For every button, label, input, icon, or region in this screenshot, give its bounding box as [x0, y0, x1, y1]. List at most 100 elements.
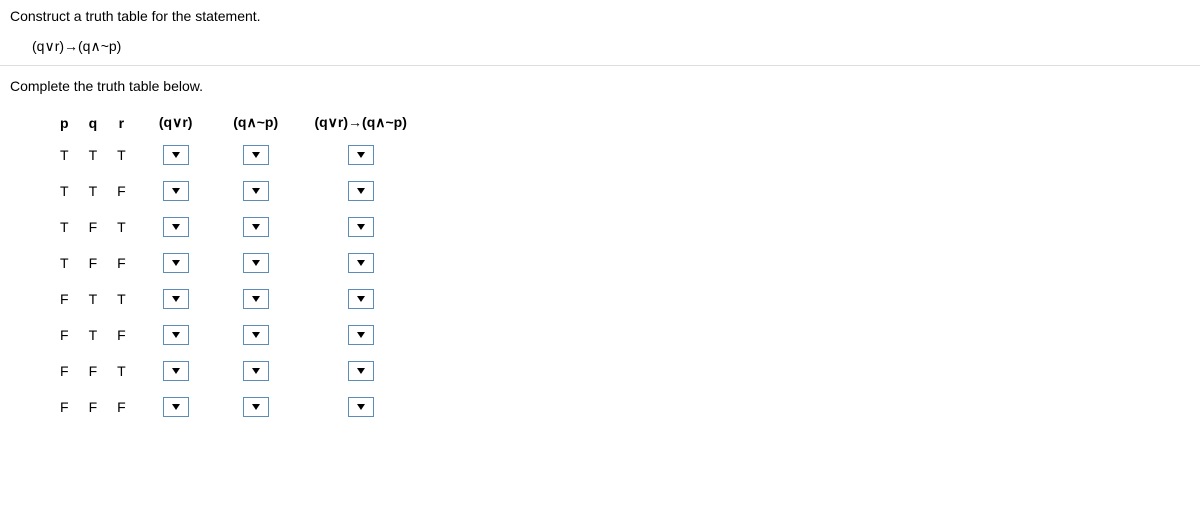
header-q: q: [79, 108, 108, 137]
cell-qnp: [216, 389, 296, 425]
dropdown-impl[interactable]: [348, 181, 374, 201]
chevron-down-icon: [252, 188, 260, 194]
dropdown-impl[interactable]: [348, 397, 374, 417]
table-row: FFF: [50, 389, 426, 425]
sub-instruction-text: Complete the truth table below.: [0, 70, 1200, 102]
dropdown-qvr[interactable]: [163, 217, 189, 237]
table-row: TFF: [50, 245, 426, 281]
header-qvr: (q∨r): [136, 108, 216, 137]
header-row: p q r (q∨r) (q∧~p) (q∨r)→(q∧~p): [50, 108, 426, 137]
chevron-down-icon: [172, 188, 180, 194]
cell-qnp: [216, 173, 296, 209]
cell-impl: [296, 353, 426, 389]
cell-impl: [296, 173, 426, 209]
cell-impl: [296, 317, 426, 353]
cell-r: T: [107, 137, 136, 173]
cell-impl: [296, 245, 426, 281]
table-row: FFT: [50, 353, 426, 389]
chevron-down-icon: [357, 224, 365, 230]
formula-statement: (q∨r)→(q∧~p): [0, 32, 1200, 61]
chevron-down-icon: [357, 332, 365, 338]
dropdown-qvr[interactable]: [163, 253, 189, 273]
cell-q: T: [79, 137, 108, 173]
cell-q: T: [79, 281, 108, 317]
cell-p: F: [50, 389, 79, 425]
chevron-down-icon: [172, 260, 180, 266]
cell-qnp: [216, 209, 296, 245]
cell-q: F: [79, 353, 108, 389]
dropdown-qvr[interactable]: [163, 181, 189, 201]
cell-impl: [296, 389, 426, 425]
dropdown-qnp[interactable]: [243, 289, 269, 309]
dropdown-qnp[interactable]: [243, 217, 269, 237]
chevron-down-icon: [252, 368, 260, 374]
chevron-down-icon: [357, 260, 365, 266]
chevron-down-icon: [172, 368, 180, 374]
chevron-down-icon: [172, 404, 180, 410]
dropdown-qnp[interactable]: [243, 181, 269, 201]
cell-p: T: [50, 209, 79, 245]
cell-qnp: [216, 137, 296, 173]
cell-p: F: [50, 281, 79, 317]
dropdown-qvr[interactable]: [163, 397, 189, 417]
dropdown-qnp[interactable]: [243, 397, 269, 417]
dropdown-qvr[interactable]: [163, 289, 189, 309]
table-row: TTT: [50, 137, 426, 173]
dropdown-impl[interactable]: [348, 325, 374, 345]
table-row: TTF: [50, 173, 426, 209]
truth-table: p q r (q∨r) (q∧~p) (q∨r)→(q∧~p) TTTTTFTF…: [50, 108, 426, 425]
chevron-down-icon: [252, 404, 260, 410]
chevron-down-icon: [172, 224, 180, 230]
chevron-down-icon: [357, 368, 365, 374]
cell-impl: [296, 137, 426, 173]
cell-q: T: [79, 173, 108, 209]
instruction-text: Construct a truth table for the statemen…: [0, 0, 1200, 32]
cell-r: T: [107, 281, 136, 317]
chevron-down-icon: [357, 404, 365, 410]
dropdown-impl[interactable]: [348, 145, 374, 165]
cell-r: F: [107, 317, 136, 353]
cell-qvr: [136, 245, 216, 281]
cell-p: F: [50, 353, 79, 389]
cell-p: T: [50, 137, 79, 173]
cell-qnp: [216, 245, 296, 281]
header-p: p: [50, 108, 79, 137]
cell-r: T: [107, 209, 136, 245]
header-qnp: (q∧~p): [216, 108, 296, 137]
dropdown-qnp[interactable]: [243, 325, 269, 345]
cell-q: F: [79, 245, 108, 281]
cell-q: T: [79, 317, 108, 353]
cell-qvr: [136, 353, 216, 389]
header-r: r: [107, 108, 136, 137]
dropdown-impl[interactable]: [348, 253, 374, 273]
dropdown-qvr[interactable]: [163, 361, 189, 381]
cell-r: F: [107, 389, 136, 425]
dropdown-impl[interactable]: [348, 217, 374, 237]
dropdown-qnp[interactable]: [243, 253, 269, 273]
cell-qnp: [216, 353, 296, 389]
table-row: TFT: [50, 209, 426, 245]
cell-impl: [296, 209, 426, 245]
dropdown-qnp[interactable]: [243, 145, 269, 165]
chevron-down-icon: [252, 152, 260, 158]
chevron-down-icon: [357, 188, 365, 194]
cell-qvr: [136, 209, 216, 245]
chevron-down-icon: [172, 152, 180, 158]
dropdown-impl[interactable]: [348, 289, 374, 309]
dropdown-qvr[interactable]: [163, 145, 189, 165]
cell-qnp: [216, 317, 296, 353]
chevron-down-icon: [252, 332, 260, 338]
dropdown-qvr[interactable]: [163, 325, 189, 345]
dropdown-impl[interactable]: [348, 361, 374, 381]
cell-qvr: [136, 281, 216, 317]
cell-r: F: [107, 173, 136, 209]
chevron-down-icon: [252, 296, 260, 302]
cell-q: F: [79, 389, 108, 425]
chevron-down-icon: [252, 224, 260, 230]
table-row: FTT: [50, 281, 426, 317]
cell-p: T: [50, 173, 79, 209]
dropdown-qnp[interactable]: [243, 361, 269, 381]
cell-qnp: [216, 281, 296, 317]
cell-r: F: [107, 245, 136, 281]
cell-r: T: [107, 353, 136, 389]
